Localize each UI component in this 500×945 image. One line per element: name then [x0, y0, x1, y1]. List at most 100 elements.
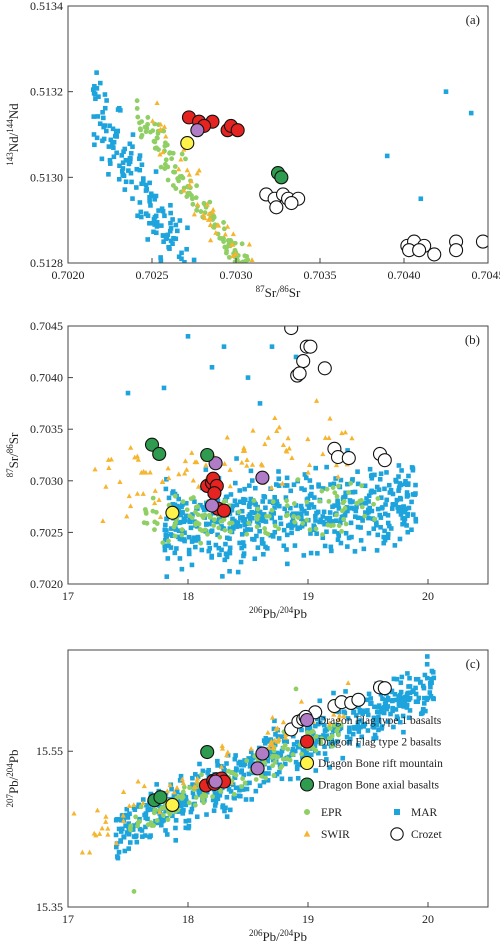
mar-point — [183, 500, 189, 506]
mar-point — [240, 515, 245, 520]
swir-point — [203, 462, 209, 468]
mar-point — [357, 634, 362, 639]
swir-point — [233, 251, 239, 256]
mar-point — [139, 181, 144, 187]
mar-point — [164, 476, 169, 482]
mar-point — [182, 259, 187, 263]
swir-point — [284, 448, 290, 454]
mar-point — [379, 505, 385, 511]
swir-point — [313, 375, 318, 380]
epr-point — [184, 194, 190, 199]
mar-point — [262, 405, 267, 410]
epr-point — [229, 520, 235, 526]
mar-point — [247, 394, 252, 399]
swir-point — [225, 749, 231, 755]
mar-point — [161, 239, 166, 244]
epr-point — [216, 525, 222, 531]
mar-point — [168, 238, 174, 244]
mar-point — [224, 814, 230, 819]
mar-point — [150, 193, 155, 199]
legend-marker-flag2 — [299, 734, 315, 749]
mar-point — [137, 156, 142, 162]
epr-point — [313, 526, 319, 532]
epr-point — [254, 524, 260, 530]
mar-point — [220, 370, 225, 375]
swir-point — [187, 182, 193, 188]
mar-point — [207, 359, 212, 364]
mar-point — [209, 328, 214, 333]
mar-point — [177, 536, 183, 542]
mar-point — [416, 695, 422, 701]
epr-point — [328, 735, 333, 741]
mar-point — [241, 551, 247, 556]
swir-point — [135, 456, 141, 462]
mar-point — [233, 480, 238, 486]
mar-point — [389, 506, 395, 511]
mar-point — [402, 699, 407, 704]
mar-point — [223, 805, 228, 811]
mar-point — [312, 743, 318, 749]
mar-point — [148, 807, 154, 812]
epr-point — [331, 722, 337, 728]
mar-point — [398, 505, 403, 510]
mar-point — [307, 725, 313, 731]
mar-point — [106, 144, 112, 149]
mar-point — [193, 280, 198, 285]
mar-point — [374, 709, 380, 715]
swir-point — [259, 462, 265, 468]
mar-point — [374, 548, 380, 553]
epr-point — [172, 164, 178, 169]
mar-point — [97, 121, 103, 127]
mar-point — [248, 380, 253, 385]
swir-point — [330, 404, 335, 409]
mar-point — [262, 425, 267, 430]
mar-point — [210, 797, 216, 803]
epr-point — [270, 499, 276, 505]
epr-point — [222, 498, 228, 504]
swir-point — [94, 807, 101, 813]
epr-point — [225, 238, 231, 243]
mar-point — [354, 618, 359, 623]
epr-point — [197, 527, 203, 532]
mar-point — [272, 424, 277, 429]
mar-point — [381, 710, 387, 716]
swir-point — [285, 340, 290, 345]
mar-point — [193, 538, 199, 543]
mar-point — [277, 515, 283, 521]
epr-point — [179, 174, 185, 179]
mar-point — [220, 365, 225, 370]
mar-point — [255, 416, 260, 421]
mar-point — [183, 264, 188, 269]
mar-point — [178, 803, 184, 809]
mar-point — [179, 250, 184, 256]
mar-point — [401, 504, 407, 509]
mar-point — [347, 617, 352, 622]
swir-point — [313, 398, 320, 403]
mar-point — [182, 538, 187, 544]
axial-point — [274, 170, 289, 185]
swir-point — [171, 789, 177, 795]
mar-point — [290, 746, 296, 752]
swir-point — [216, 222, 222, 228]
mar-point — [300, 482, 305, 487]
mar-point — [116, 826, 122, 832]
mar-point — [177, 218, 183, 223]
mar-point — [108, 137, 114, 143]
mar-point — [175, 228, 180, 234]
mar-point — [284, 532, 290, 538]
rift-point — [165, 797, 180, 813]
mar-point — [378, 471, 384, 477]
epr-point — [334, 512, 339, 518]
swir-point — [158, 121, 164, 127]
mar-point — [327, 510, 333, 515]
mar-point — [222, 808, 227, 814]
mar-point — [227, 549, 232, 554]
mar-point — [308, 513, 313, 518]
swir-point — [272, 415, 278, 421]
mar-point — [409, 499, 414, 505]
mar-point — [315, 546, 320, 551]
mar-point — [398, 512, 404, 517]
mar-point — [195, 534, 201, 540]
swir-point — [100, 518, 106, 524]
mar-point — [428, 684, 433, 690]
